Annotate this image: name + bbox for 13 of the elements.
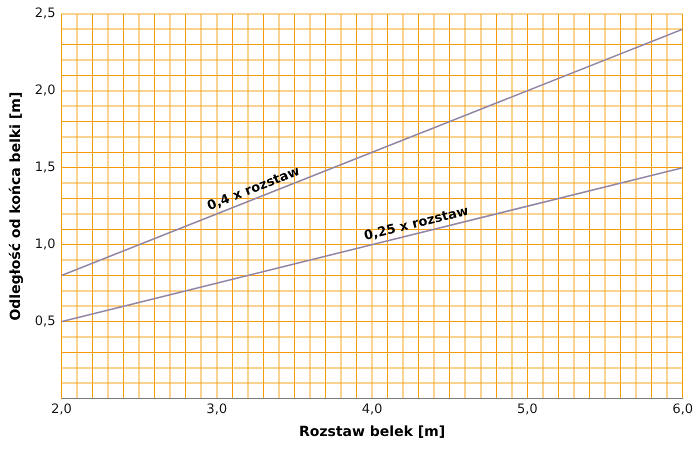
y-tick-label: 2,0 <box>34 83 56 98</box>
y-axis-title: Odległość od końca belki [m] <box>8 92 24 321</box>
x-tick-label: 2,0 <box>51 402 72 417</box>
y-tick-label: 1,5 <box>34 160 56 176</box>
y-tick-label: 1,0 <box>34 237 56 252</box>
x-tick-label: 6,0 <box>672 402 694 417</box>
x-tick-label: 4,0 <box>362 402 382 417</box>
y-tick-label: 0,5 <box>34 314 56 330</box>
x-axis-title: Rozstaw belek [m] <box>298 424 446 440</box>
y-tick-label: 2,5 <box>34 6 56 22</box>
x-tick-label: 3,0 <box>206 402 228 417</box>
x-tick-label: 5,0 <box>517 402 538 417</box>
annotation: 0,25 x rozstaw <box>362 204 470 244</box>
